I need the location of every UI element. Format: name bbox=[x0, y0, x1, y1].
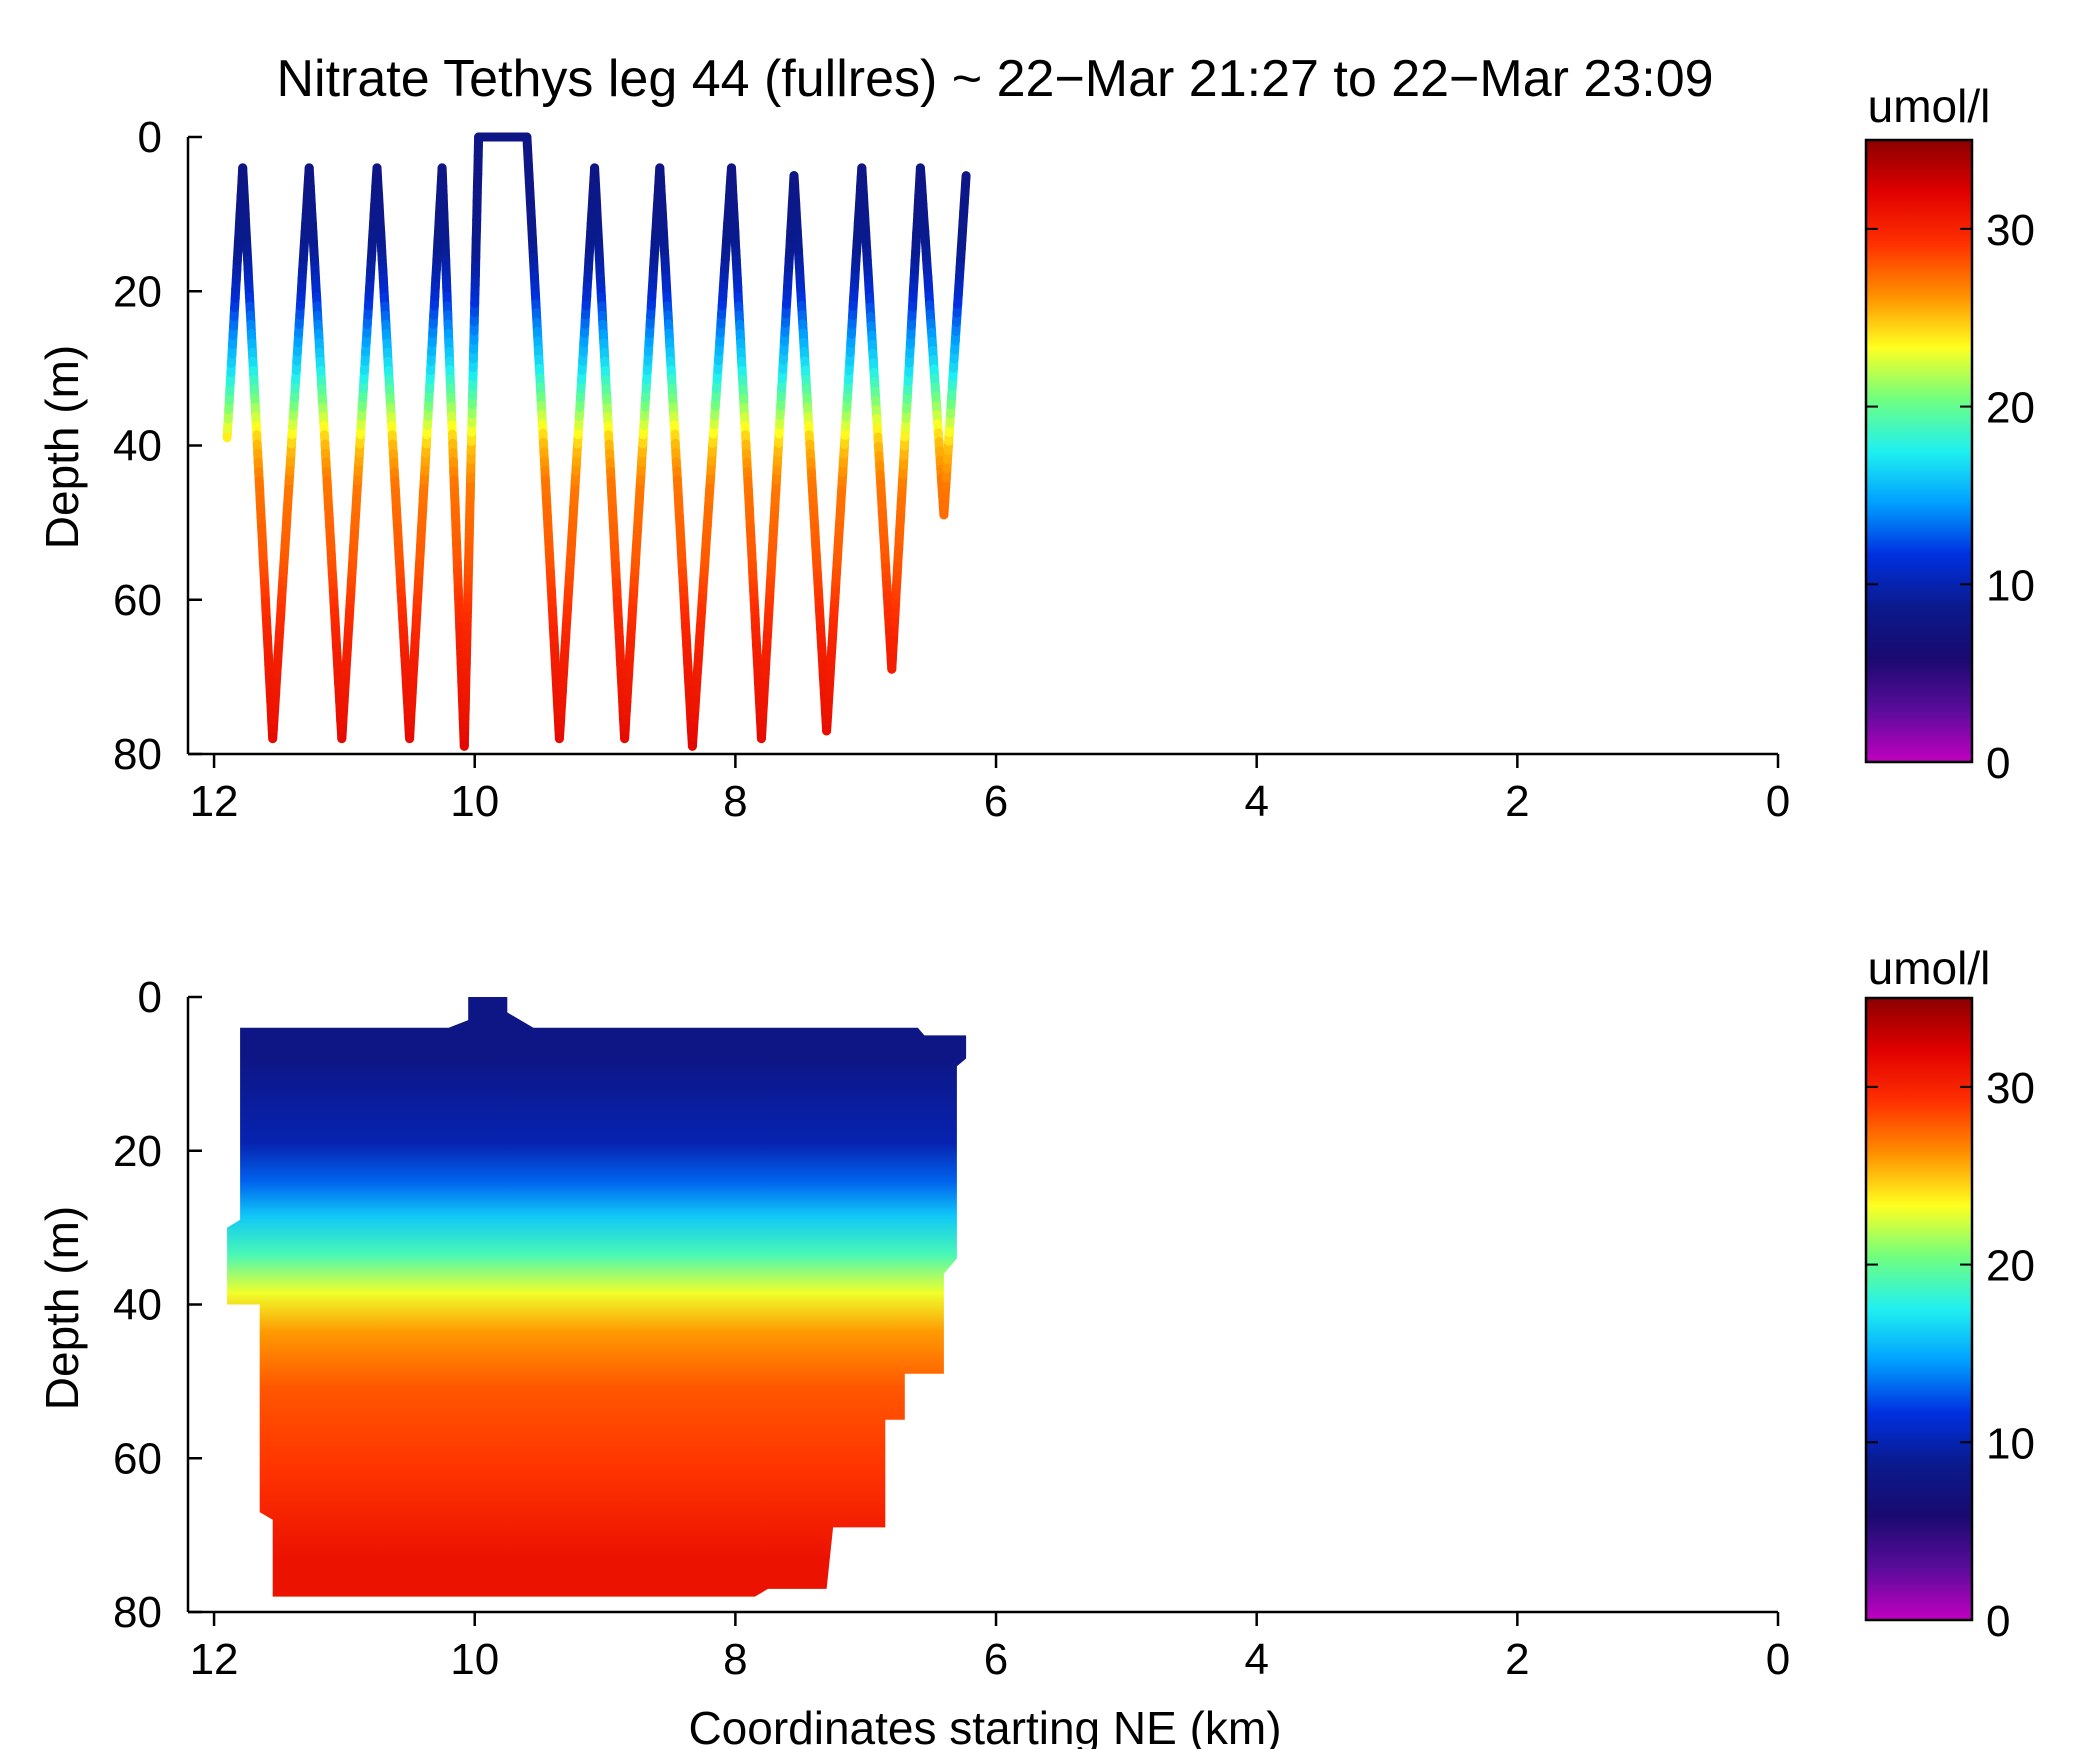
top-y-axis-label: Depth (m) bbox=[36, 345, 88, 549]
bottom-colorbar-unit: umol/l bbox=[1868, 942, 1991, 994]
top-y-tick-label: 80 bbox=[113, 730, 162, 779]
bottom-colorbar-tick-label: 10 bbox=[1986, 1419, 2035, 1468]
figure-title: Nitrate Tethys leg 44 (fullres) ~ 22−Mar… bbox=[276, 50, 1713, 108]
bottom-x-tick-label: 10 bbox=[450, 1635, 499, 1684]
bottom-x-tick-label: 8 bbox=[723, 1635, 747, 1684]
track-sample-segment bbox=[961, 171, 971, 190]
bottom-y-tick-label: 40 bbox=[113, 1281, 162, 1330]
top-x-tick-label: 4 bbox=[1244, 777, 1268, 826]
top-colorbar-tick-label: 20 bbox=[1986, 384, 2035, 433]
bottom-x-tick-label: 4 bbox=[1244, 1635, 1268, 1684]
top-y-tick-label: 40 bbox=[113, 422, 162, 471]
bottom-x-axis-label: Coordinates starting NE (km) bbox=[688, 1702, 1281, 1749]
bottom-x-tick-label: 6 bbox=[984, 1635, 1008, 1684]
bottom-colorbar-tick-label: 0 bbox=[1986, 1597, 2010, 1646]
bottom-y-axis-label: Depth (m) bbox=[36, 1206, 88, 1410]
track-scatter-plot bbox=[222, 132, 971, 751]
bottom-colorbar-gradient bbox=[1864, 996, 1974, 1622]
bottom-colorbar-tick-label: 30 bbox=[1986, 1064, 2035, 1113]
top-x-tick-label: 2 bbox=[1505, 777, 1529, 826]
top-colorbar-tick-label: 0 bbox=[1986, 739, 2010, 788]
top-x-tick-label: 0 bbox=[1766, 777, 1790, 826]
bottom-y-tick-label: 20 bbox=[113, 1127, 162, 1176]
bottom-y-tick-label: 60 bbox=[113, 1434, 162, 1483]
bottom-y-tick-label: 0 bbox=[138, 973, 162, 1022]
top-colorbar: 0 10 20 30 bbox=[1864, 138, 2035, 788]
top-y-tick-label: 20 bbox=[113, 267, 162, 316]
top-x-tick-label: 6 bbox=[984, 777, 1008, 826]
top-x-tick-label: 8 bbox=[723, 777, 747, 826]
bottom-colorbar: 0 10 20 30 bbox=[1864, 996, 2035, 1646]
bottom-x-tick-label: 12 bbox=[190, 1635, 239, 1684]
section-fill bbox=[227, 997, 967, 1597]
interpolated-section-plot bbox=[227, 997, 967, 1597]
top-y-tick-label: 60 bbox=[113, 576, 162, 625]
top-x-tick-label: 10 bbox=[450, 777, 499, 826]
top-colorbar-tick-label: 30 bbox=[1986, 206, 2035, 255]
top-y-tick-label: 0 bbox=[138, 113, 162, 162]
top-colorbar-unit: umol/l bbox=[1868, 80, 1991, 132]
bottom-y-tick-label: 80 bbox=[113, 1588, 162, 1637]
bottom-x-tick-label: 0 bbox=[1766, 1635, 1790, 1684]
top-x-tick-label: 12 bbox=[190, 777, 239, 826]
top-colorbar-tick-label: 10 bbox=[1986, 561, 2035, 610]
section-gradient-fill bbox=[227, 997, 967, 1597]
top-colorbar-gradient bbox=[1864, 138, 1974, 764]
bottom-x-tick-label: 2 bbox=[1505, 1635, 1529, 1684]
bottom-colorbar-tick-label: 20 bbox=[1986, 1242, 2035, 1291]
